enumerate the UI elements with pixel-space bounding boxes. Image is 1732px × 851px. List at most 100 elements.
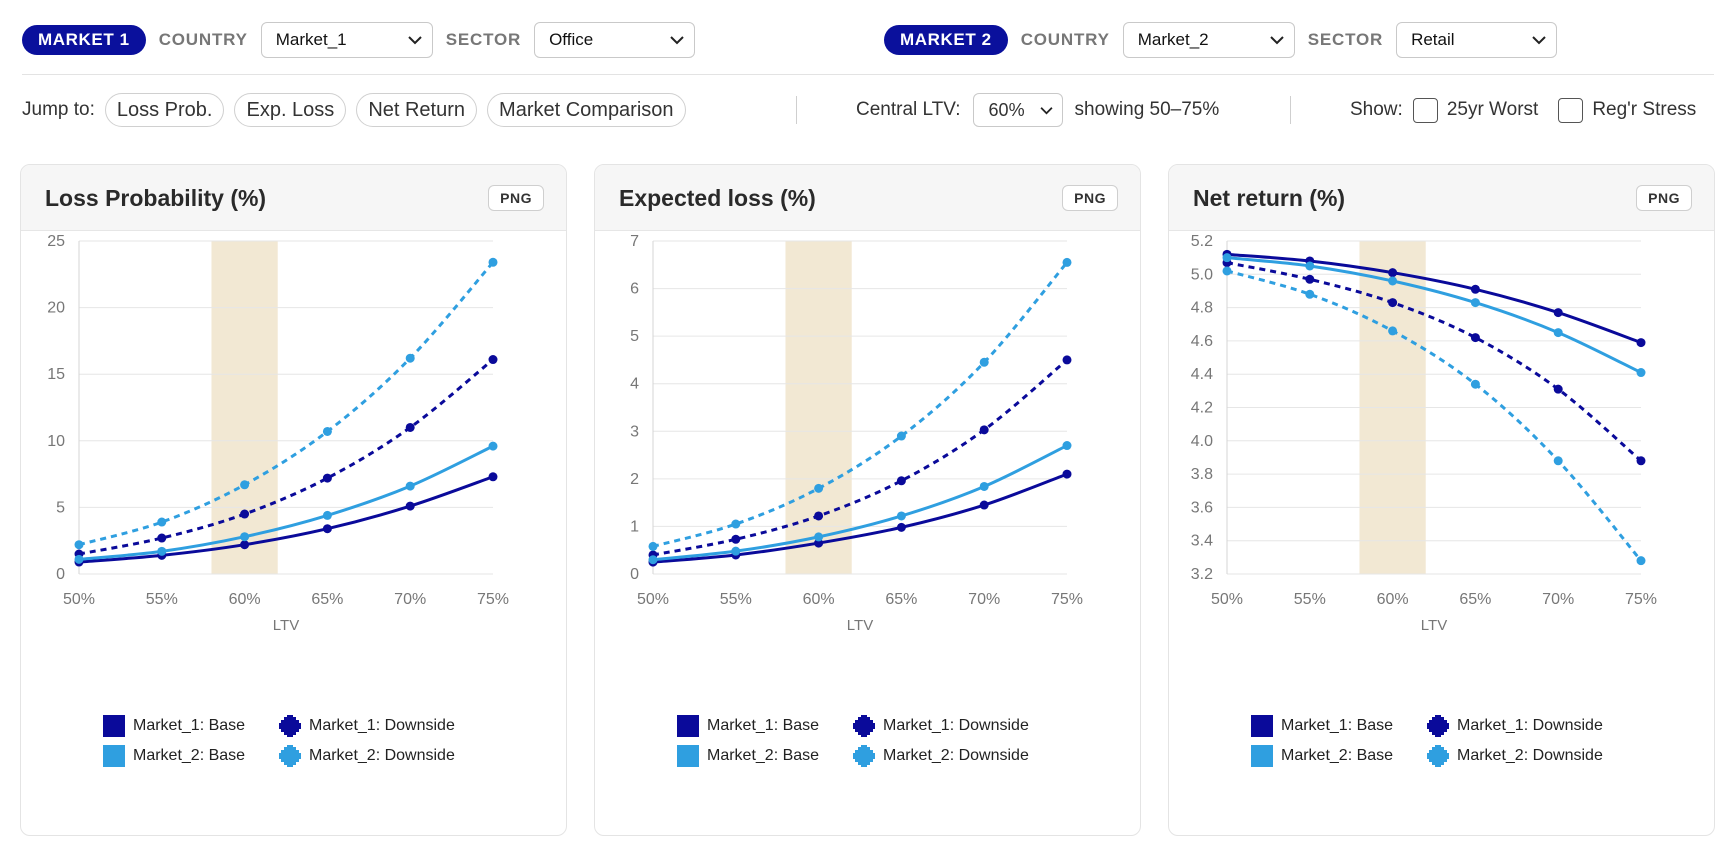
data-point-market-1-downside[interactable] bbox=[405, 422, 415, 432]
data-point-market-2-base[interactable] bbox=[1222, 253, 1232, 263]
data-point-market-2-downside[interactable] bbox=[240, 480, 250, 490]
central-ltv-select[interactable]: 60% bbox=[972, 93, 1063, 127]
jump-exp-loss-button[interactable]: Exp. Loss bbox=[234, 93, 347, 127]
data-point-market-1-downside[interactable] bbox=[1062, 355, 1072, 365]
data-point-market-1-base[interactable] bbox=[1388, 268, 1398, 278]
data-point-market-2-downside[interactable] bbox=[1222, 266, 1232, 276]
data-point-market-2-downside[interactable] bbox=[1553, 456, 1563, 466]
png-export-button[interactable]: PNG bbox=[1636, 185, 1692, 211]
data-point-market-2-base[interactable] bbox=[157, 546, 167, 556]
legend-item-market-2-base[interactable]: Market_2: Base bbox=[1251, 745, 1393, 767]
data-point-market-1-base[interactable] bbox=[814, 538, 824, 548]
y-tick-label: 4.0 bbox=[1191, 433, 1213, 450]
data-point-market-2-base[interactable] bbox=[1388, 276, 1398, 286]
legend-label: Market_2: Base bbox=[707, 747, 820, 764]
jump-market-comparison-button[interactable]: Market Comparison bbox=[487, 93, 686, 127]
data-point-market-1-downside[interactable] bbox=[322, 473, 332, 483]
x-tick-label: 50% bbox=[1211, 591, 1243, 608]
data-point-market-2-downside[interactable] bbox=[405, 353, 415, 363]
data-point-market-2-base[interactable] bbox=[1636, 368, 1646, 378]
data-point-market-1-base[interactable] bbox=[322, 524, 332, 534]
data-point-market-2-base[interactable] bbox=[322, 510, 332, 520]
data-point-market-2-downside[interactable] bbox=[648, 541, 658, 551]
legend-item-market-2-base[interactable]: Market_2: Base bbox=[677, 745, 819, 767]
worst-25yr-label: 25yr Worst bbox=[1446, 99, 1539, 120]
data-point-market-2-downside[interactable] bbox=[1388, 326, 1398, 336]
data-point-market-2-downside[interactable] bbox=[157, 517, 167, 527]
data-point-market-2-base[interactable] bbox=[979, 481, 989, 491]
png-export-button[interactable]: PNG bbox=[488, 185, 544, 211]
png-export-button[interactable]: PNG bbox=[1062, 185, 1118, 211]
y-tick-label: 3.2 bbox=[1191, 566, 1213, 583]
data-point-market-2-downside[interactable] bbox=[1305, 289, 1315, 299]
data-point-market-1-downside[interactable] bbox=[979, 425, 989, 435]
data-point-market-1-base[interactable] bbox=[896, 522, 906, 532]
series-line-market-2-downside bbox=[652, 261, 1069, 548]
data-point-market-1-downside[interactable] bbox=[896, 476, 906, 486]
legend-item-market-2-base[interactable]: Market_2: Base bbox=[103, 745, 245, 767]
data-point-market-2-downside[interactable] bbox=[322, 426, 332, 436]
legend-item-market-2-downside[interactable]: Market_2: Downside bbox=[853, 745, 1029, 767]
legend-item-market-2-downside[interactable]: Market_2: Downside bbox=[279, 745, 455, 767]
data-point-market-2-base[interactable] bbox=[731, 546, 741, 556]
data-point-market-1-downside[interactable] bbox=[731, 534, 741, 544]
market-2-sector-select[interactable]: Retail bbox=[1396, 22, 1558, 58]
data-point-market-2-downside[interactable] bbox=[814, 483, 824, 493]
data-point-market-1-base[interactable] bbox=[1062, 469, 1072, 479]
data-point-market-2-base[interactable] bbox=[1470, 298, 1480, 308]
data-point-market-1-downside[interactable] bbox=[1470, 333, 1480, 343]
data-point-market-2-downside[interactable] bbox=[896, 431, 906, 441]
data-point-market-1-base[interactable] bbox=[488, 472, 498, 482]
data-point-market-2-base[interactable] bbox=[1062, 441, 1072, 451]
data-point-market-1-downside[interactable] bbox=[1305, 274, 1315, 284]
data-point-market-2-base[interactable] bbox=[1305, 261, 1315, 271]
legend-item-market-1-downside[interactable]: Market_1: Downside bbox=[853, 715, 1029, 737]
legend-item-market-1-base[interactable]: Market_1: Base bbox=[103, 715, 245, 737]
data-point-market-2-downside[interactable] bbox=[1470, 379, 1480, 389]
data-point-market-1-downside[interactable] bbox=[814, 511, 824, 521]
jump-net-return-button[interactable]: Net Return bbox=[356, 93, 478, 127]
data-point-market-1-base[interactable] bbox=[1636, 338, 1646, 348]
data-point-market-1-base[interactable] bbox=[1553, 308, 1563, 318]
data-point-market-2-base[interactable] bbox=[240, 532, 250, 542]
data-point-market-1-base[interactable] bbox=[1470, 284, 1480, 294]
data-point-market-2-base[interactable] bbox=[1553, 328, 1563, 338]
data-point-market-2-downside[interactable] bbox=[488, 257, 498, 267]
data-point-market-1-base[interactable] bbox=[979, 500, 989, 510]
jump-loss-prob-button[interactable]: Loss Prob. bbox=[104, 93, 225, 127]
legend-item-market-1-base[interactable]: Market_1: Base bbox=[1251, 715, 1393, 737]
data-point-market-2-downside[interactable] bbox=[731, 519, 741, 529]
legend-item-market-1-downside[interactable]: Market_1: Downside bbox=[279, 715, 455, 737]
market-2-country-select[interactable]: Market_2 bbox=[1122, 22, 1295, 58]
data-point-market-2-downside[interactable] bbox=[1636, 556, 1646, 566]
data-point-market-2-downside[interactable] bbox=[979, 357, 989, 367]
toolbar-separator bbox=[1290, 96, 1291, 124]
regulator-stress-checkbox[interactable] bbox=[1558, 97, 1584, 123]
data-point-market-1-base[interactable] bbox=[405, 501, 415, 511]
market-2-group: MARKET 2 COUNTRY Market_2 SECTOR Retail bbox=[884, 22, 1558, 58]
worst-25yr-checkbox[interactable] bbox=[1412, 97, 1438, 123]
data-point-market-2-base[interactable] bbox=[814, 532, 824, 542]
data-point-market-1-downside[interactable] bbox=[488, 355, 498, 365]
market-1-sector-label: SECTOR bbox=[445, 30, 522, 49]
data-point-market-2-base[interactable] bbox=[74, 554, 84, 564]
market-1-country-select[interactable]: Market_1 bbox=[260, 22, 433, 58]
data-point-market-2-downside[interactable] bbox=[1062, 257, 1072, 267]
data-point-market-1-downside[interactable] bbox=[1636, 456, 1646, 466]
y-tick-label: 5 bbox=[56, 499, 65, 516]
data-point-market-2-base[interactable] bbox=[648, 555, 658, 565]
data-point-market-1-downside[interactable] bbox=[157, 533, 167, 543]
data-point-market-2-downside[interactable] bbox=[74, 540, 84, 550]
data-point-market-2-base[interactable] bbox=[896, 511, 906, 521]
market-1-sector-select[interactable]: Office bbox=[534, 22, 696, 58]
legend-item-market-1-base[interactable]: Market_1: Base bbox=[677, 715, 819, 737]
y-tick-label: 5.0 bbox=[1191, 266, 1213, 283]
data-point-market-1-downside[interactable] bbox=[1388, 298, 1398, 308]
data-point-market-1-downside[interactable] bbox=[240, 509, 250, 519]
legend-item-market-2-downside[interactable]: Market_2: Downside bbox=[1427, 745, 1603, 767]
data-point-market-1-downside[interactable] bbox=[1553, 384, 1563, 394]
data-point-market-1-base[interactable] bbox=[240, 540, 250, 550]
legend-item-market-1-downside[interactable]: Market_1: Downside bbox=[1427, 715, 1603, 737]
data-point-market-2-base[interactable] bbox=[405, 481, 415, 491]
data-point-market-2-base[interactable] bbox=[488, 441, 498, 451]
